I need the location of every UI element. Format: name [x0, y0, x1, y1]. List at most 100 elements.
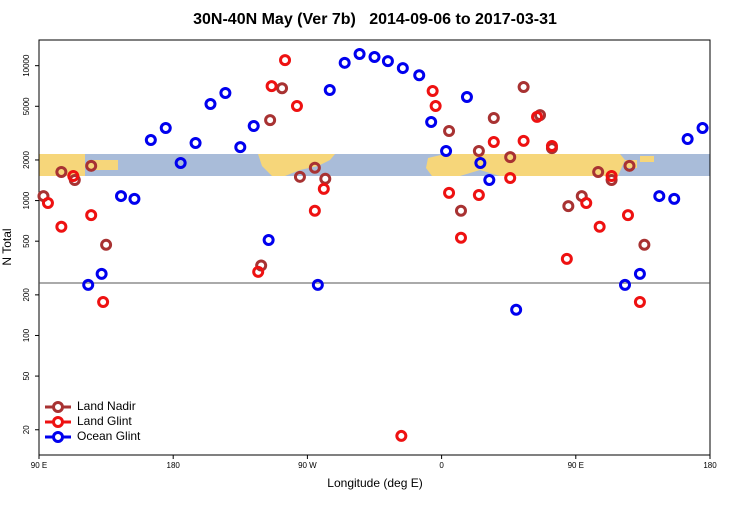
point — [425, 116, 438, 129]
point — [605, 174, 618, 187]
point — [696, 122, 709, 135]
y-tick-label: 10000 — [22, 54, 31, 77]
point — [308, 204, 321, 217]
y-tick-label: 20 — [22, 425, 31, 434]
point — [396, 62, 409, 75]
point — [252, 265, 265, 278]
y-tick-label: 1000 — [22, 191, 31, 209]
chart-title: 30N-40N May (Ver 7b) 2014-09-06 to 2017-… — [193, 11, 557, 28]
point — [545, 139, 558, 152]
point — [413, 69, 426, 82]
point — [234, 141, 247, 154]
point — [460, 90, 473, 103]
legend-label: Land Glint — [77, 414, 132, 428]
point — [82, 278, 95, 291]
legend-marker — [52, 401, 64, 413]
point — [638, 238, 651, 251]
legend-label: Land Nadir — [77, 399, 136, 413]
legend-marker — [52, 416, 64, 428]
point — [487, 135, 500, 148]
point — [95, 267, 108, 280]
point — [454, 204, 467, 217]
point — [443, 124, 456, 137]
x-tick-label: 90 W — [298, 461, 317, 470]
point — [276, 82, 289, 95]
x-tick-label: 180 — [703, 461, 717, 470]
point — [262, 234, 275, 247]
point — [472, 145, 485, 158]
point — [67, 170, 80, 183]
point — [487, 112, 500, 125]
point — [483, 174, 496, 187]
point — [368, 50, 381, 63]
x-tick-label: 90 E — [31, 461, 47, 470]
point — [681, 133, 694, 146]
point — [308, 161, 321, 174]
point — [429, 100, 442, 113]
point — [653, 190, 666, 203]
point — [115, 190, 128, 203]
point — [247, 120, 260, 133]
x-tick-label: 180 — [167, 461, 181, 470]
point — [219, 87, 232, 100]
x-tick-label: 90 E — [568, 461, 584, 470]
point — [472, 188, 485, 201]
y-axis-label: N Total — [0, 228, 14, 265]
point — [204, 97, 217, 110]
point — [338, 56, 351, 69]
point — [279, 54, 292, 67]
point — [517, 134, 530, 147]
point — [85, 159, 98, 172]
point — [633, 296, 646, 309]
point — [623, 159, 636, 172]
point — [454, 231, 467, 244]
y-tick-label: 5000 — [22, 97, 31, 115]
point — [633, 267, 646, 280]
point — [159, 122, 172, 135]
point — [311, 278, 324, 291]
point — [319, 172, 332, 185]
point — [605, 170, 618, 183]
point — [668, 192, 681, 205]
point — [395, 429, 408, 442]
point — [562, 200, 575, 213]
point — [560, 252, 573, 265]
point — [440, 145, 453, 158]
y-tick-label: 100 — [22, 328, 31, 342]
point — [592, 165, 605, 178]
point — [504, 151, 517, 164]
point — [293, 170, 306, 183]
point — [593, 220, 606, 233]
point — [531, 110, 544, 123]
y-tick-label: 500 — [22, 234, 31, 248]
point — [128, 192, 141, 205]
point — [85, 209, 98, 222]
y-tick-label: 50 — [22, 371, 31, 380]
point — [264, 114, 277, 127]
point — [426, 85, 439, 98]
plot-frame — [38, 39, 711, 456]
legend-label: Ocean Glint — [77, 429, 141, 443]
point — [580, 196, 593, 209]
point — [381, 55, 394, 68]
point — [443, 186, 456, 199]
point — [474, 156, 487, 169]
point — [619, 278, 632, 291]
point — [317, 182, 330, 195]
point — [265, 80, 278, 93]
point — [189, 137, 202, 150]
point — [144, 134, 157, 147]
point — [174, 156, 187, 169]
point — [55, 165, 68, 178]
point — [100, 238, 113, 251]
point — [353, 48, 366, 61]
x-axis-label: Longitude (deg E) — [327, 476, 422, 490]
legend-marker — [52, 431, 64, 443]
x-tick-label: 0 — [439, 461, 444, 470]
point — [97, 296, 110, 309]
point — [323, 84, 336, 97]
point — [290, 100, 303, 113]
point — [41, 196, 54, 209]
point — [621, 209, 634, 222]
